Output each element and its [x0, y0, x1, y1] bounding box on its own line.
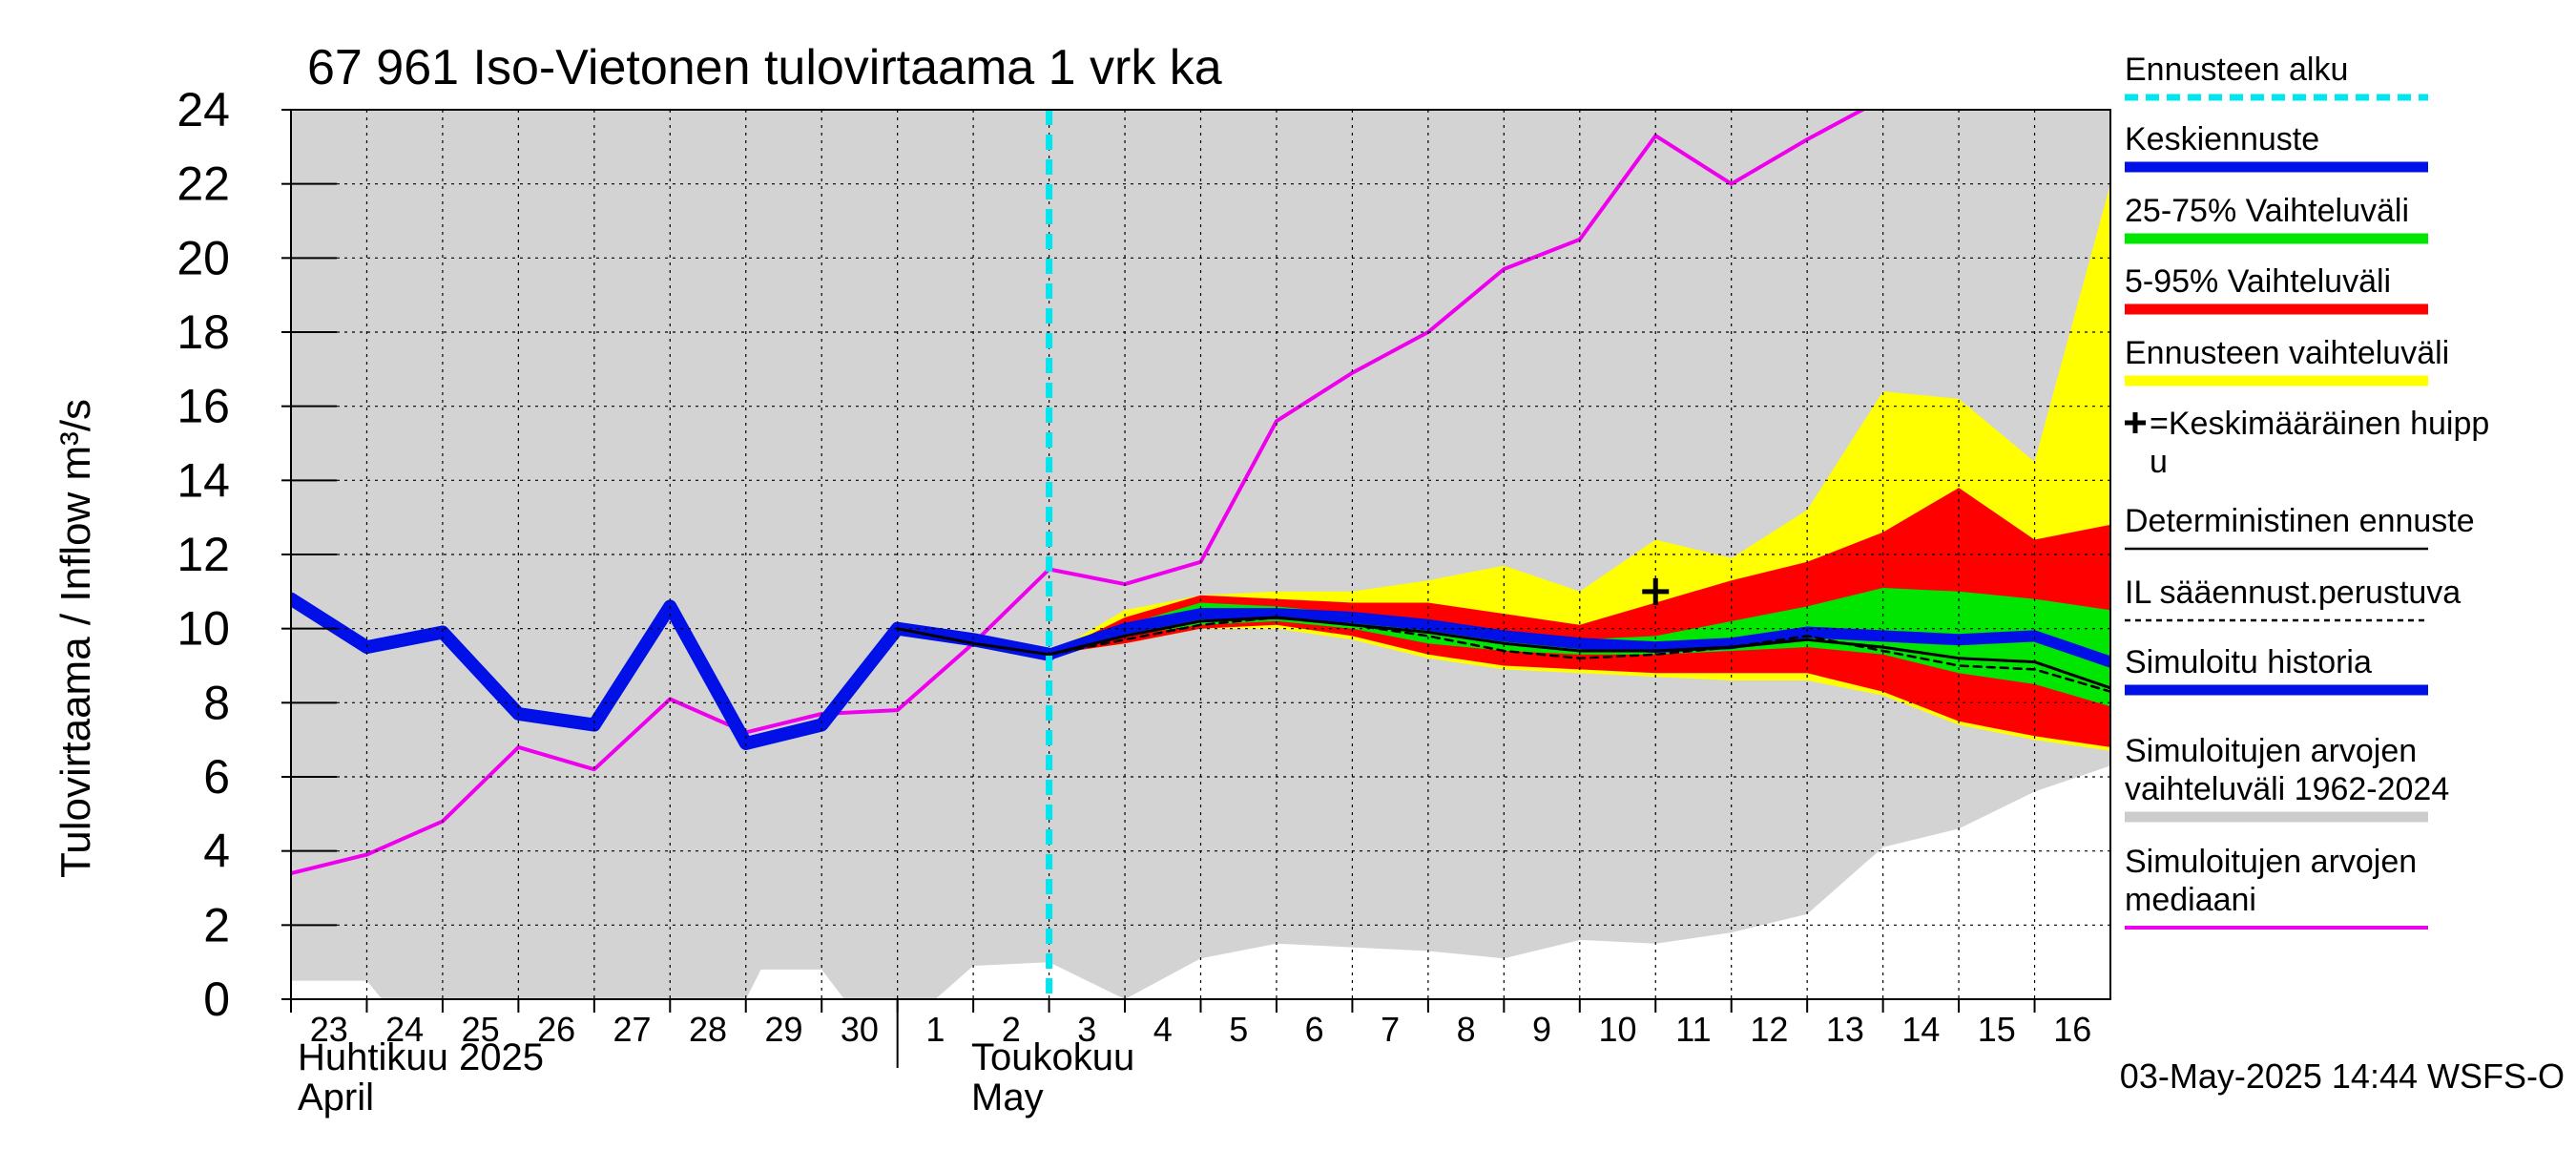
- legend-label: IL sääennust.perustuva: [2125, 575, 2461, 611]
- legend-marker-icon: [2125, 412, 2146, 433]
- y-tick-label: 20: [177, 231, 230, 284]
- median-line: [291, 110, 1867, 875]
- x-tick-label: 8: [1457, 1010, 1476, 1049]
- y-tick-label: 0: [203, 972, 230, 1026]
- x-tick-label: 15: [1978, 1010, 2016, 1049]
- y-tick-label: 22: [177, 157, 230, 211]
- month-label-en: April: [298, 1077, 374, 1119]
- legend-label: Simuloitu historia: [2125, 644, 2372, 680]
- x-tick-label: 24: [385, 1010, 424, 1049]
- x-tick-label: 6: [1305, 1010, 1324, 1049]
- y-tick-label: 4: [203, 825, 230, 878]
- legend-label: mediaani: [2125, 882, 2256, 918]
- p5-95-band: [1049, 488, 2110, 747]
- x-tick-label: 26: [537, 1010, 575, 1049]
- x-tick-label: 10: [1598, 1010, 1636, 1049]
- month-label-en: May: [971, 1077, 1044, 1119]
- deterministic-line: [896, 616, 2110, 690]
- y-tick-label: 6: [203, 750, 230, 804]
- legend-label: Simuloitujen arvojen: [2125, 844, 2417, 880]
- y-tick-label: 8: [203, 676, 230, 729]
- legend-label: 25-75% Vaihteluväli: [2125, 193, 2409, 229]
- x-tick-label: 3: [1077, 1010, 1096, 1049]
- y-axis-label: Tulovirtaama / Inflow m³/s: [52, 399, 99, 878]
- x-tick-label: 25: [462, 1010, 500, 1049]
- x-tick-label: 4: [1153, 1010, 1173, 1049]
- x-tick-label: 30: [841, 1010, 879, 1049]
- chart-title: 67 961 Iso-Vietonen tulovirtaama 1 vrk k…: [307, 40, 1222, 95]
- x-tick-label: 2: [1002, 1010, 1021, 1049]
- legend-label: Deterministinen ennuste: [2125, 503, 2475, 539]
- y-tick-label: 10: [177, 602, 230, 656]
- x-tick-label: 27: [613, 1010, 652, 1049]
- x-tick-label: 1: [925, 1010, 945, 1049]
- y-tick-label: 16: [177, 380, 230, 433]
- y-tick-label: 2: [203, 898, 230, 951]
- legend-label: Keskiennuste: [2125, 121, 2319, 157]
- il-forecast-line: [1048, 616, 2110, 693]
- mean-forecast-line: [1043, 608, 2110, 668]
- legend-label: Ennusteen alku: [2125, 52, 2348, 88]
- x-tick-label: 13: [1826, 1010, 1864, 1049]
- x-tick-label: 11: [1675, 1010, 1711, 1049]
- legend-label: vaihteluväli 1962-2024: [2125, 771, 2449, 807]
- y-tick-label: 12: [177, 528, 230, 581]
- x-tick-label: 23: [310, 1010, 348, 1049]
- x-tick-label: 5: [1229, 1010, 1248, 1049]
- legend-label: Simuloitujen arvojen: [2125, 733, 2417, 769]
- x-tick-label: 7: [1381, 1010, 1400, 1049]
- y-tick-label: 24: [177, 83, 230, 136]
- month-label-fi: Toukokuu: [971, 1036, 1134, 1078]
- month-label-fi: Huhtikuu 2025: [298, 1036, 544, 1078]
- legend-label: u: [2150, 444, 2168, 480]
- footer-timestamp: 03-May-2025 14:44 WSFS-O: [2120, 1056, 2565, 1096]
- x-tick-label: 14: [1901, 1010, 1940, 1049]
- x-tick-label: 29: [764, 1010, 802, 1049]
- legend-label: Ennusteen vaihteluväli: [2125, 335, 2449, 371]
- x-tick-label: 9: [1532, 1010, 1551, 1049]
- x-tick-label: 28: [689, 1010, 727, 1049]
- y-tick-label: 18: [177, 305, 230, 359]
- legend-label: =Keskimääräinen huipp: [2150, 406, 2489, 442]
- legend-label: 5-95% Vaihteluväli: [2125, 263, 2391, 300]
- y-tick-label: 14: [177, 453, 230, 507]
- peak-marker: [1642, 577, 1670, 605]
- x-tick-label: 16: [2053, 1010, 2091, 1049]
- x-tick-label: 12: [1750, 1010, 1788, 1049]
